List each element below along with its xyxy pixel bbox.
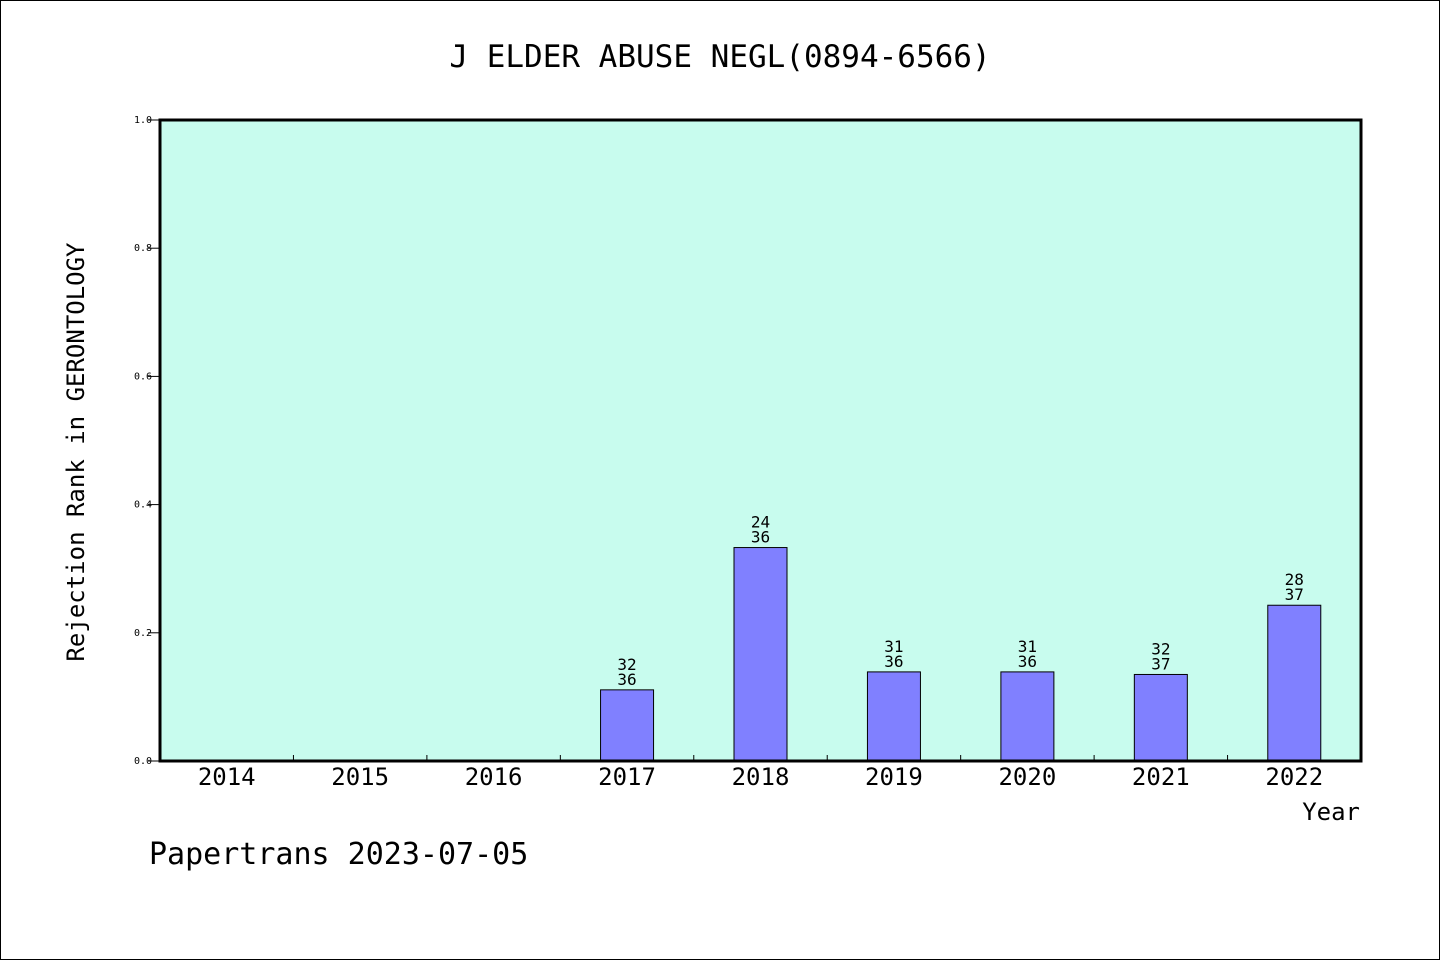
x-tick-label: 2021: [1132, 763, 1190, 791]
x-tick-label: 2019: [865, 763, 923, 791]
x-tick-label: 2018: [732, 763, 790, 791]
bar-label-denominator: 36: [884, 652, 903, 671]
bar-2022: [1267, 604, 1322, 762]
bar-label-denominator: 36: [1018, 652, 1037, 671]
bars-layer: [600, 547, 1322, 762]
x-tick-label: 2017: [598, 763, 656, 791]
bar-2021: [1133, 673, 1188, 762]
plot-border: [158, 118, 1363, 763]
y-tick-label: 1.0: [134, 115, 152, 126]
x-tick-label: 2014: [198, 763, 256, 791]
x-tick-label: 2016: [465, 763, 523, 791]
x-axis: 2014 2015 2016 2017 2018 2019 2020 2021 2022: [198, 755, 1323, 791]
y-tick-label: 0.0: [134, 756, 152, 767]
y-tick-label: 0.6: [134, 371, 152, 382]
bar-label-numerator: 31: [884, 637, 903, 656]
bar-2018: [733, 547, 788, 762]
y-axis: 0.0 0.2 0.4 0.6 0.8 1.0: [134, 115, 160, 767]
bar-label-denominator: 36: [617, 670, 636, 689]
x-tick-label: 2022: [1265, 763, 1323, 791]
bar-label-denominator: 37: [1151, 654, 1170, 673]
bar-label-numerator: 31: [1018, 637, 1037, 656]
bar-label-denominator: 36: [751, 528, 770, 547]
bar-2020: [1000, 671, 1055, 762]
bar-label-numerator: 28: [1285, 570, 1304, 589]
y-tick-label: 0.4: [134, 500, 152, 511]
bar-2019: [866, 671, 921, 762]
bar-2017: [600, 689, 655, 762]
x-tick-label: 2020: [998, 763, 1056, 791]
x-tick-label: 2015: [331, 763, 389, 791]
chart-title: J ELDER ABUSE NEGL(0894-6566): [449, 39, 990, 75]
x-axis-title: Year: [1302, 798, 1360, 826]
footer-text: Papertrans 2023-07-05: [149, 837, 528, 872]
bar-label-numerator: 32: [1151, 639, 1170, 658]
bar-label-denominator: 37: [1285, 585, 1304, 604]
bar-label-numerator: 24: [751, 513, 770, 532]
y-tick-label: 0.8: [134, 243, 152, 254]
bar-label-numerator: 32: [617, 655, 636, 674]
y-axis-title: Rejection Rank in GERONTOLOGY: [62, 242, 90, 662]
y-tick-label: 0.2: [134, 628, 152, 639]
